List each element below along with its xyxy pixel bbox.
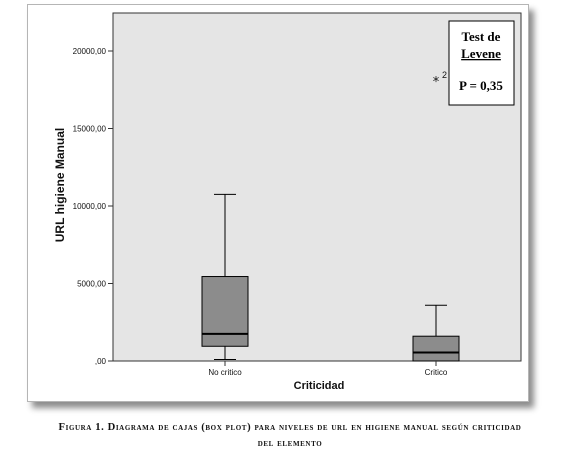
boxes <box>201 193 460 362</box>
figure-caption: Figura 1. Diagrama de cajas (box plot) p… <box>10 420 570 452</box>
box-plot-chart: ,00 5000,00 10000,00 15000,00 20000,00 * 2 No… <box>53 12 522 392</box>
x-tick-label: No critico <box>208 368 242 377</box>
y-axis: ,00 5000,00 10000,00 15000,00 20000,00 <box>73 47 113 366</box>
outlier-marker: * <box>433 75 440 90</box>
annotation-box <box>448 20 515 106</box>
outlier-label: 2 <box>442 70 447 80</box>
y-tick-label: 10000,00 <box>73 202 107 211</box>
annotation-p-value: P = 0,35 <box>459 78 503 93</box>
caption-line-1: Figura 1. Diagrama de cajas (box plot) p… <box>58 422 522 433</box>
x-tick-label: Critico <box>425 368 448 377</box>
outliers: * 2 <box>433 70 447 90</box>
y-axis-title: URL higiene Manual <box>53 128 67 242</box>
caption-line-2: del elemento <box>257 438 323 449</box>
y-tick-label: 5000,00 <box>77 280 106 289</box>
box-iqr <box>201 276 249 347</box>
box-2 <box>412 304 460 362</box>
box-iqr <box>412 335 460 362</box>
levene-annotation: Test de Levene P = 0,35 <box>448 20 515 106</box>
x-axis: No critico Critico <box>208 361 448 377</box>
figure-frame: ,00 5000,00 10000,00 15000,00 20000,00 * 2 No… <box>27 4 529 402</box>
x-axis-title: Criticidad <box>294 380 345 392</box>
box-1 <box>201 193 249 360</box>
y-tick-label: 20000,00 <box>73 47 107 56</box>
y-tick-label: ,00 <box>95 357 107 366</box>
y-tick-label: 15000,00 <box>73 125 107 134</box>
annotation-title-line1: Test de <box>462 29 501 44</box>
annotation-title-line2: Levene <box>461 46 501 61</box>
